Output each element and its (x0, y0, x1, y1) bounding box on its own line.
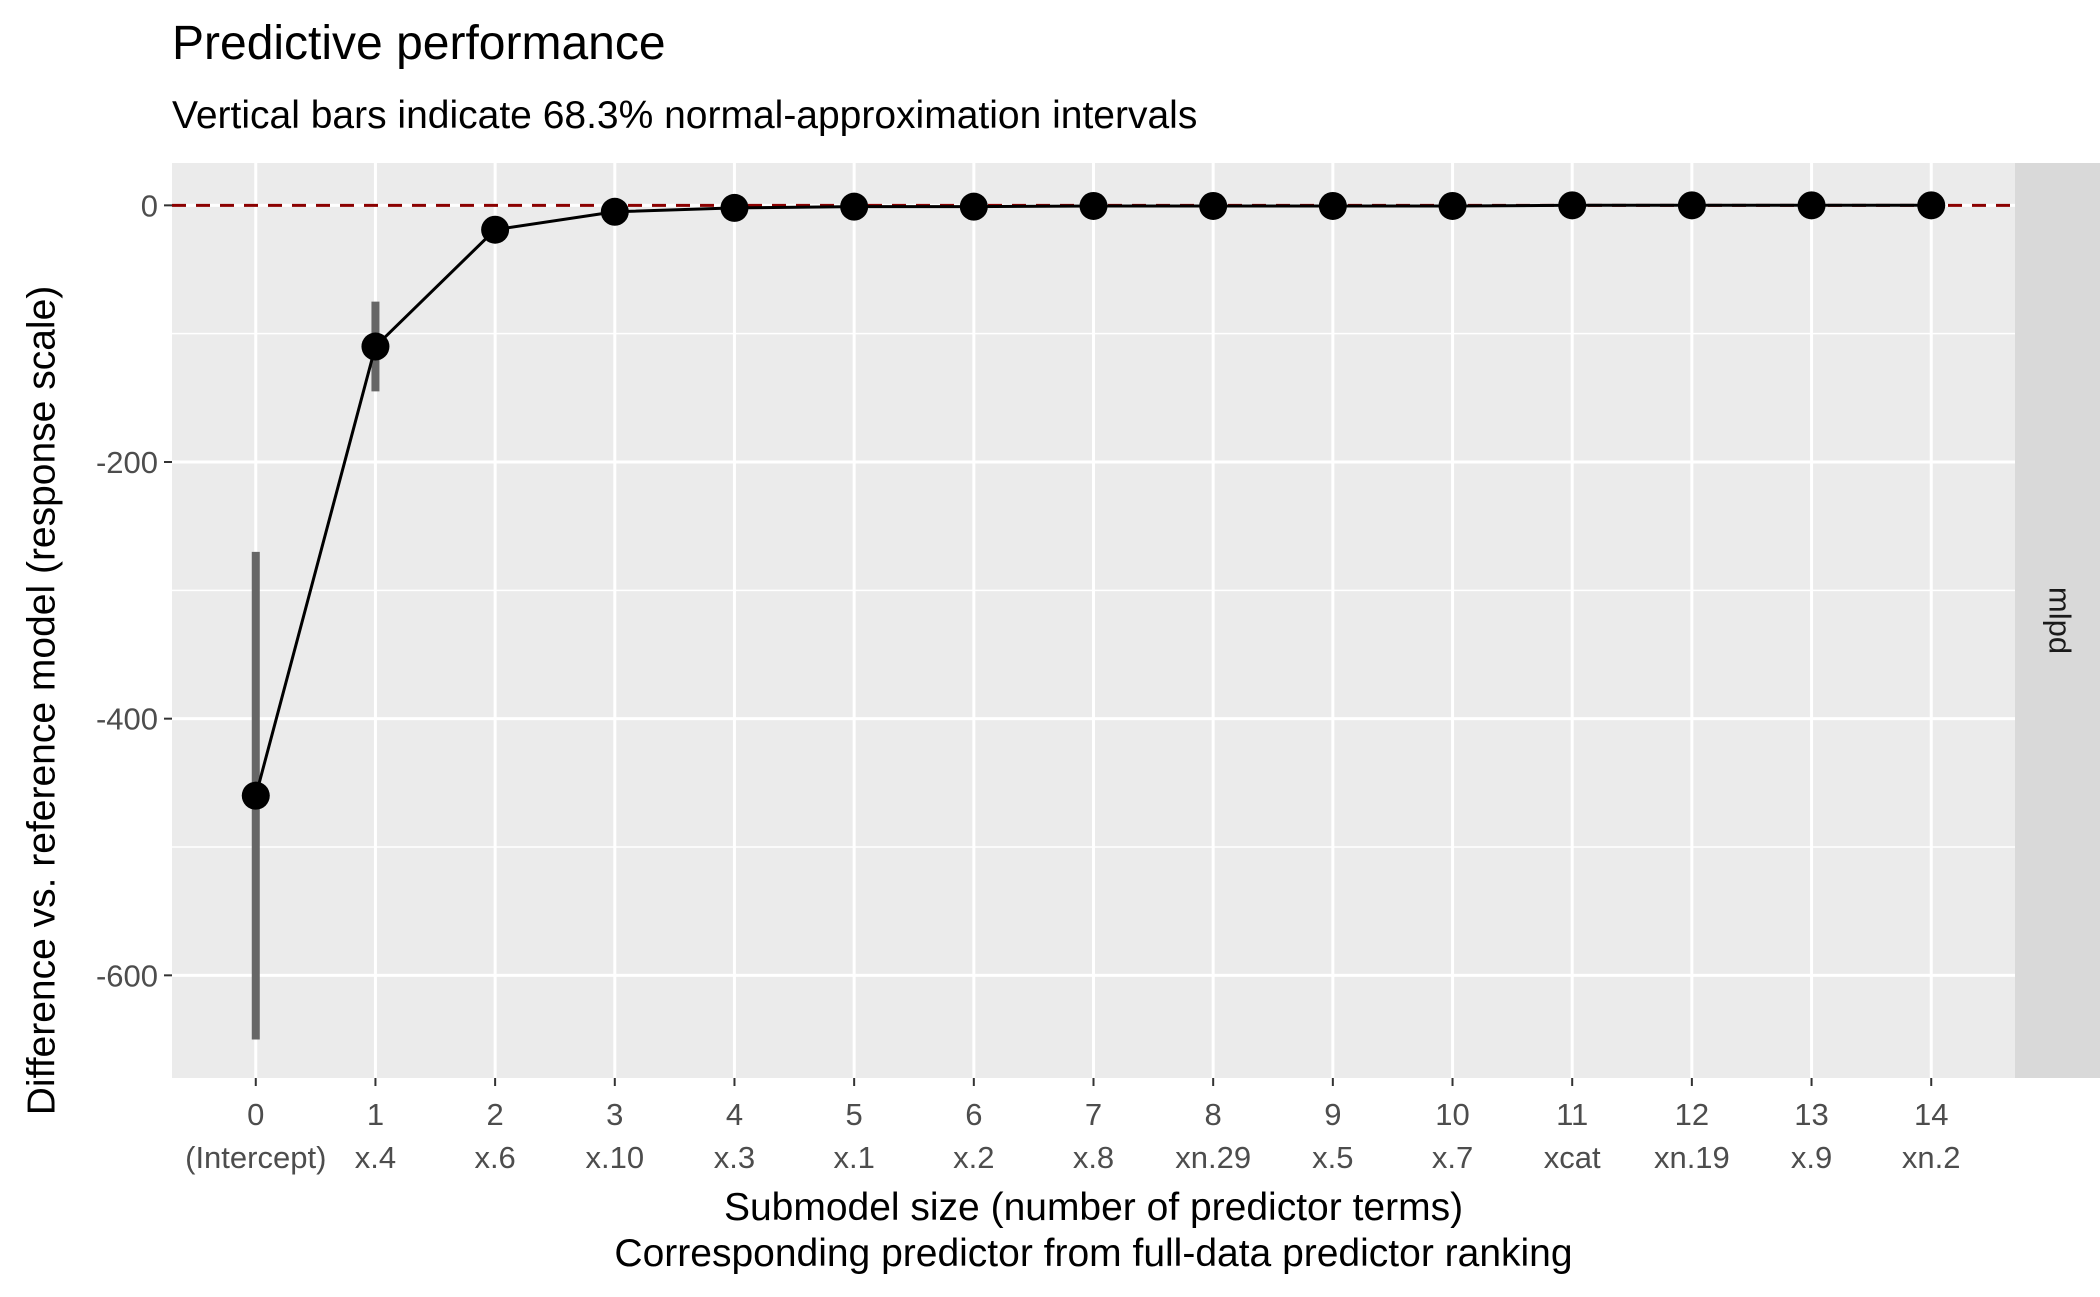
data-point (1438, 191, 1467, 220)
data-point (959, 192, 988, 221)
x-tick-predictor-label: x.10 (585, 1140, 644, 1175)
x-tick-predictor-label: x.4 (355, 1140, 396, 1175)
y-tick-label: -600 (96, 958, 158, 993)
x-tick-predictor-label: x.2 (953, 1140, 994, 1175)
chart-subtitle: Vertical bars indicate 68.3% normal-appr… (172, 94, 1197, 137)
data-points (241, 191, 1946, 810)
y-tick-label: 0 (141, 188, 158, 223)
x-axis-ticks: 0 (Intercept) 1 x.4 2 x.6 3 x.10 4 x.3 5 x.1 6 x.2 7 x.… (185, 1078, 1961, 1175)
y-tick-label: -200 (96, 445, 158, 480)
x-tick-predictor-label: x.7 (1432, 1140, 1473, 1175)
x-tick-predictor-label: x.6 (474, 1140, 515, 1175)
data-point (1797, 191, 1826, 220)
x-tick-label: 0 (247, 1097, 264, 1132)
x-tick-predictor-label: xn.29 (1175, 1140, 1251, 1175)
x-tick-label: 3 (606, 1097, 623, 1132)
x-tick-predictor-label: x.1 (833, 1140, 874, 1175)
data-point (361, 332, 390, 361)
x-tick-label: 4 (726, 1097, 743, 1132)
facet-strip-label: mlpd (2042, 587, 2077, 654)
data-point (1199, 191, 1228, 220)
y-tick-label: -400 (96, 702, 158, 737)
y-axis-title: Difference vs. reference model (response… (20, 286, 63, 1116)
x-tick-label: 6 (965, 1097, 982, 1132)
x-axis-title: Submodel size (number of predictor terms… (724, 1186, 1463, 1229)
x-tick-label: 1 (367, 1097, 384, 1132)
data-point (481, 215, 510, 244)
x-tick-label: 9 (1324, 1097, 1341, 1132)
data-point (1318, 191, 1347, 220)
x-tick-predictor-label: x.5 (1312, 1140, 1353, 1175)
x-tick-predictor-label: x.3 (714, 1140, 755, 1175)
y-axis-ticks: 0 -200 -400 -600 (96, 188, 172, 993)
data-point (241, 781, 270, 810)
x-tick-predictor-label: xn.19 (1654, 1140, 1730, 1175)
data-point (1079, 191, 1108, 220)
x-tick-predictor-label: xn.2 (1902, 1140, 1961, 1175)
facet-strip (2015, 163, 2100, 1078)
x-tick-label: 11 (1556, 1097, 1588, 1132)
x-tick-label: 12 (1675, 1097, 1709, 1132)
data-point (1677, 191, 1706, 220)
data-point (1558, 191, 1587, 220)
x-tick-label: 13 (1794, 1097, 1828, 1132)
x-tick-predictor-label: x.8 (1073, 1140, 1114, 1175)
x-tick-label: 2 (486, 1097, 503, 1132)
chart-title: Predictive performance (172, 17, 666, 70)
data-point (720, 193, 749, 222)
x-axis-subtitle: Corresponding predictor from full-data p… (614, 1232, 1572, 1275)
x-tick-label: 8 (1205, 1097, 1222, 1132)
x-tick-predictor-label: xcat (1544, 1140, 1601, 1175)
data-point (600, 197, 629, 226)
x-tick-predictor-label: x.9 (1791, 1140, 1832, 1175)
data-point (1917, 191, 1946, 220)
data-point (840, 192, 869, 221)
x-tick-label: 5 (846, 1097, 863, 1132)
x-tick-predictor-label: (Intercept) (185, 1140, 326, 1175)
x-tick-label: 7 (1085, 1097, 1102, 1132)
x-tick-label: 10 (1435, 1097, 1469, 1132)
x-tick-label: 14 (1914, 1097, 1948, 1132)
